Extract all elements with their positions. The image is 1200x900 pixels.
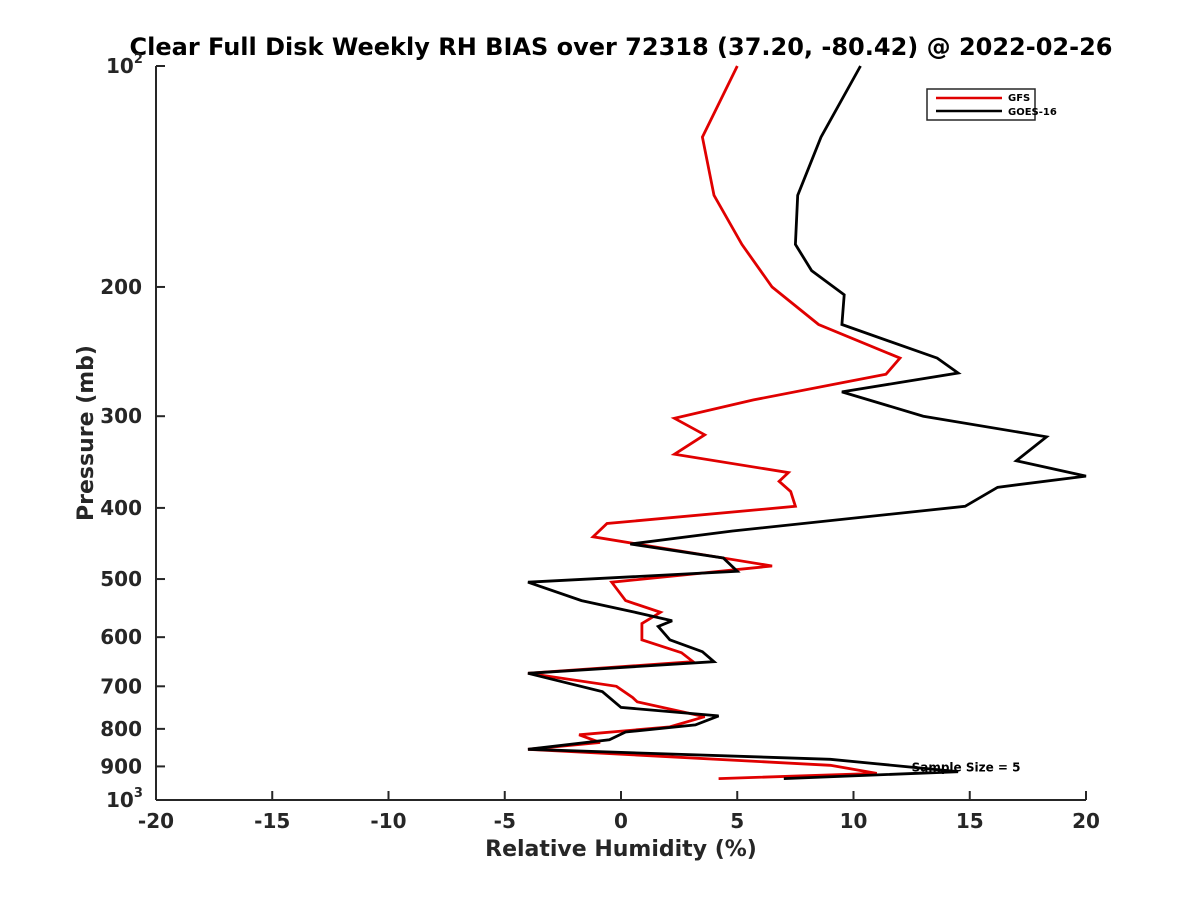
- y-tick-label: 200: [100, 275, 142, 299]
- x-tick-label: -5: [494, 809, 516, 833]
- y-tick-label: 800: [100, 717, 142, 741]
- y-tick-exponent: 3: [134, 786, 143, 801]
- x-axis-ticks: -20 -15 -10 -5 0 5 10 15 20: [138, 791, 1100, 833]
- chart-title: Clear Full Disk Weekly RH BIAS over 7231…: [130, 33, 1113, 61]
- x-tick-label: -10: [370, 809, 406, 833]
- legend-box: [926, 88, 1036, 121]
- y-tick-label: 600: [100, 625, 142, 649]
- x-tick-label: 0: [614, 809, 628, 833]
- y-tick-label: 500: [100, 567, 142, 591]
- y-tick-label: 300: [100, 404, 142, 428]
- y-tick-exponent: 2: [134, 52, 143, 67]
- legend-label-goes16: GOES-16: [1008, 107, 1057, 118]
- sample-size-annotation: Sample Size = 5: [912, 760, 1021, 774]
- y-tick-label: 700: [100, 674, 142, 698]
- y-tick-base: 10: [106, 788, 134, 812]
- x-tick-label: 5: [730, 809, 744, 833]
- y-tick-label: 103: [106, 786, 143, 812]
- x-tick-label: 10: [840, 809, 868, 833]
- y-tick-label: 102: [106, 52, 143, 78]
- x-axis-label: Relative Humidity (%): [485, 837, 757, 862]
- y-tick-label: 400: [100, 496, 142, 520]
- series-line-goes16: [527, 65, 1087, 780]
- series-layer: [527, 65, 1087, 780]
- x-tick-label: -15: [254, 809, 290, 833]
- legend: GFS GOES-16: [926, 88, 1057, 121]
- y-tick-base: 10: [106, 54, 134, 78]
- legend-label-gfs: GFS: [1008, 93, 1030, 104]
- x-tick-label: 15: [956, 809, 984, 833]
- y-axis-label: Pressure (mb): [74, 345, 99, 521]
- x-tick-label: 20: [1072, 809, 1100, 833]
- series-line-gfs: [527, 65, 903, 780]
- y-tick-label: 900: [100, 754, 142, 778]
- x-tick-label: -20: [138, 809, 174, 833]
